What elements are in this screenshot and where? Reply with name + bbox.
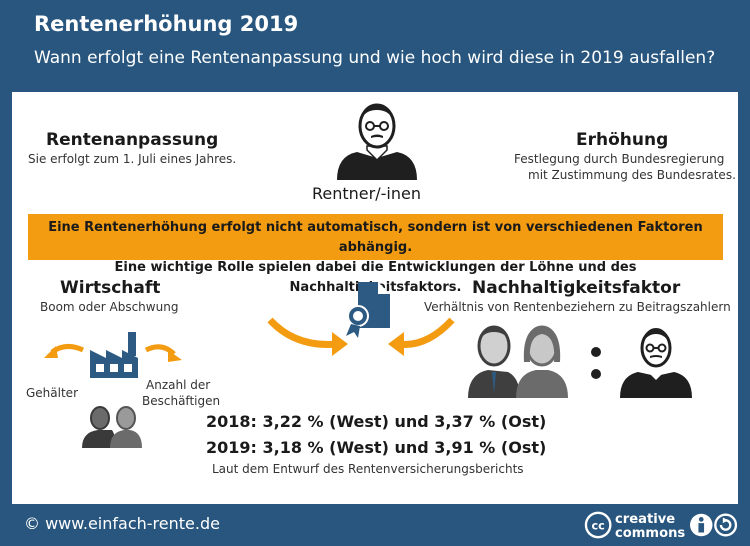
info-banner: Eine Rentenerhöhung erfolgt nicht automa… xyxy=(28,214,723,295)
rentenanpassung-heading: Rentenanpassung xyxy=(46,130,219,150)
nachhaltigkeit-text: Verhältnis von Rentenbeziehern zu Beitra… xyxy=(424,300,731,314)
page-subtitle: Wann erfolgt eine Rentenanpassung und wi… xyxy=(34,48,716,68)
erhoehung-heading: Erhöhung xyxy=(576,130,669,150)
page-title: Rentenerhöhung 2019 xyxy=(34,12,299,36)
anzahl-label-2: Beschäftigen xyxy=(142,394,221,408)
erhoehung-line1: Festlegung durch Bundesregierung xyxy=(514,152,725,166)
workers-icon xyxy=(82,406,142,448)
cc-text-top: creative xyxy=(615,512,675,527)
content-panel: Rentenanpassung Sie erfolgt zum 1. Juli … xyxy=(12,92,738,504)
result-2018: 2018: 3,22 % (West) und 3,37 % (Ost) xyxy=(206,412,547,431)
result-note: Laut dem Entwurf des Rentenversicherungs… xyxy=(212,462,524,476)
header: Rentenerhöhung 2019 Wann erfolgt eine Re… xyxy=(0,0,750,88)
wirtschaft-heading: Wirtschaft xyxy=(60,278,161,298)
anzahl-label-1: Anzahl der xyxy=(146,378,211,392)
retiree-icon xyxy=(337,103,417,180)
wirtschaft-text: Boom oder Abschwung xyxy=(40,300,179,314)
rentner-label: Rentner/-inen xyxy=(312,184,421,203)
gehaelter-label: Gehälter xyxy=(26,386,78,400)
result-2019: 2019: 3,18 % (West) und 3,91 % (Ost) xyxy=(206,438,547,457)
rentenanpassung-text: Sie erfolgt zum 1. Juli eines Jahres. xyxy=(28,152,237,166)
ratio-people-icon xyxy=(468,325,692,398)
creative-commons-logo: cc creative commons xyxy=(584,511,738,540)
footer-site-link[interactable]: © www.einfach-rente.de xyxy=(24,514,220,533)
factory-icon xyxy=(44,332,182,378)
cc-badge-text: cc xyxy=(591,520,604,533)
cc-text-bottom: commons xyxy=(615,526,685,540)
banner-line-1: Eine Rentenerhöhung erfolgt nicht automa… xyxy=(48,220,703,255)
erhoehung-line2: mit Zustimmung des Bundesrates. xyxy=(528,168,736,182)
certificate-icon xyxy=(267,282,455,356)
nachhaltigkeit-heading: Nachhaltigkeitsfaktor xyxy=(472,278,681,298)
